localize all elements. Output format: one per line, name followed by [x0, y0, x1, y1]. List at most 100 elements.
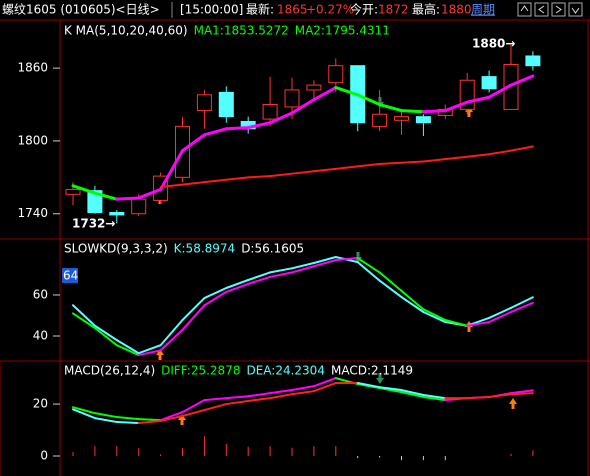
latest-label: 最新:: [246, 2, 274, 17]
indicator-line: [378, 271, 403, 292]
toolbar: [517, 2, 583, 17]
indicator-line: [181, 181, 206, 186]
period-link[interactable]: 周期: [471, 3, 495, 17]
candle-body: [306, 84, 322, 91]
indicator-line: [400, 109, 425, 114]
indicator-line: [159, 183, 184, 189]
indicator-line: [137, 349, 162, 357]
indicator-line: [291, 261, 315, 270]
buy-arrow: [178, 414, 186, 425]
open-label: 今开:: [350, 2, 378, 17]
indicator-line: [93, 324, 118, 342]
low-annotation: 1732→: [72, 217, 115, 231]
y-tick-label: 60: [33, 287, 48, 301]
indicator-line: [356, 93, 382, 107]
indicator-line: [93, 412, 118, 419]
high-annotation: 1880→: [472, 37, 515, 51]
open-price: 1872: [378, 3, 409, 17]
indicator-line: [72, 408, 96, 420]
candle-body: [481, 76, 497, 90]
indicator-line: [269, 389, 293, 395]
indicator-line: [334, 257, 359, 262]
y-tick-label: 1740: [17, 206, 48, 220]
indicator-line: [115, 416, 140, 421]
change: +0.27%: [306, 3, 354, 17]
time: [15:00:00]: [180, 3, 243, 17]
indicator-line: [312, 259, 337, 268]
indicator-line: [400, 391, 425, 399]
buy-arrow: [509, 398, 517, 409]
indicator-line: [422, 311, 447, 324]
indicator-line: [159, 415, 184, 422]
candle-body: [503, 63, 519, 110]
indicator-line: [224, 126, 250, 131]
indicator-line: [422, 308, 447, 321]
y-tick-label: 40: [33, 329, 48, 343]
legend-entry: D:56.1605: [241, 242, 304, 256]
indicator-line: [488, 311, 512, 324]
instrument-title: 螺纹1605 (010605)<日线>: [2, 3, 160, 17]
indicator-line: [72, 312, 96, 329]
y-tick-label: 0: [40, 449, 48, 463]
indicator-line: [181, 133, 206, 153]
indicator-line: [510, 145, 534, 152]
candle-body: [262, 104, 278, 120]
indicator-line: [291, 265, 315, 274]
legend-entry: DEA:24.2304: [246, 364, 325, 378]
indicator-line: [422, 393, 447, 400]
indicator-line: [422, 158, 447, 163]
legend-entry: DIFF:25.2878: [161, 364, 240, 378]
indicator-line: [268, 111, 294, 125]
indicator-line: [465, 95, 491, 104]
latest-price: 1865: [277, 3, 308, 17]
indicator-line: [378, 386, 403, 392]
indicator-line: [247, 397, 272, 402]
indicator-line: [443, 100, 469, 113]
indicator-line: [159, 411, 184, 422]
candle-body: [415, 116, 431, 124]
button-down[interactable]: [568, 2, 583, 17]
indicator-line: [400, 289, 425, 311]
indicator-line: [290, 98, 316, 115]
indicator-line: [181, 399, 206, 414]
indicator-line: [203, 290, 228, 307]
icon: [571, 7, 580, 14]
indicator-line: [488, 149, 512, 156]
buy-arrow: [465, 321, 473, 332]
indicator-line: [312, 377, 337, 388]
indicator-line: [378, 161, 403, 165]
button-up[interactable]: [517, 2, 532, 17]
indicator-line: [422, 396, 447, 402]
indicator-line: [378, 103, 403, 113]
y-tick-label: 1860: [17, 61, 48, 75]
legend-entry: K MA(5,10,20,40,60): [64, 24, 188, 38]
indicator-line: [421, 109, 447, 114]
indicator-line: [356, 257, 381, 274]
frames: [0, 19, 590, 476]
indicator-line: [356, 162, 381, 168]
indicator-line: [72, 406, 96, 415]
indicator-line: [269, 172, 293, 178]
button-right[interactable]: [551, 2, 566, 17]
y-tick-label: 20: [33, 397, 48, 411]
indicator-line: [181, 297, 206, 321]
indicator-line: [400, 160, 425, 164]
indicator-line: [137, 419, 162, 425]
indicator-line: [93, 191, 119, 201]
indicator-line: [312, 382, 337, 393]
legend-entry: MA1:1853.5272: [194, 24, 289, 38]
indicator-line: [312, 86, 338, 102]
button-left[interactable]: [534, 2, 549, 17]
indicator-line: [225, 279, 250, 289]
indicator-line: [93, 417, 118, 423]
indicator-line: [225, 282, 250, 293]
indicator-line: [93, 327, 118, 347]
indicator-line: [510, 389, 534, 395]
indicator-line: [510, 296, 534, 309]
indicator-line: [291, 385, 315, 392]
indicator-line: [159, 328, 184, 352]
high-label: 最高:: [412, 2, 440, 17]
candle-body: [131, 198, 147, 215]
